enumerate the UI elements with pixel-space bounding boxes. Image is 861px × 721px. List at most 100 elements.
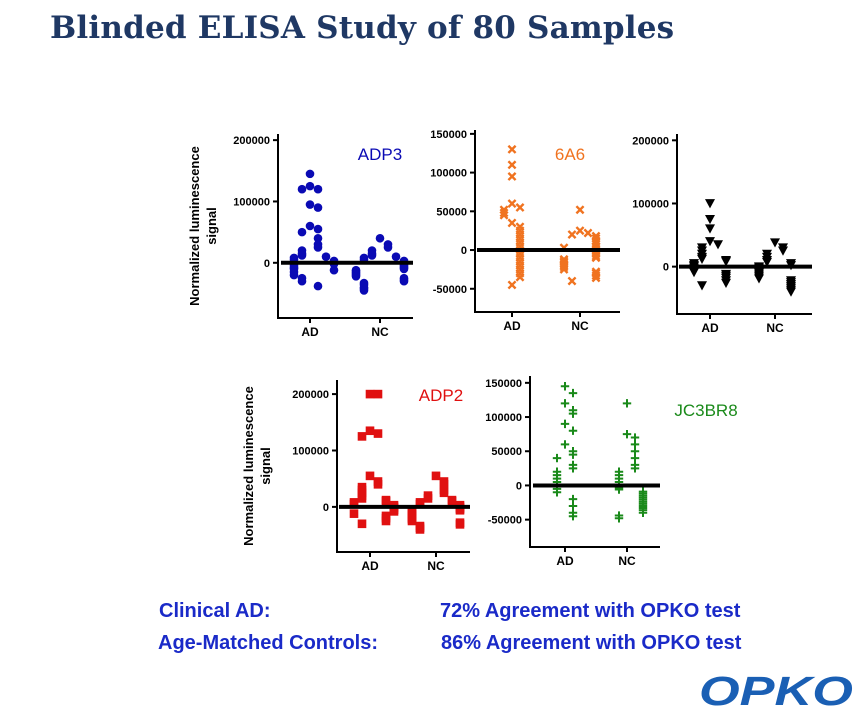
y-axis-title-line1: Normalized luminescence [241, 386, 256, 546]
y-axis-title-1: Normalized luminescence signal [187, 146, 219, 306]
x-tick-label: AD [701, 321, 719, 335]
data-point [439, 488, 449, 498]
data-point [455, 520, 465, 529]
data-point [567, 230, 577, 240]
data-point [313, 281, 323, 291]
data-point [391, 252, 401, 261]
y-tick-label: 200000 [632, 135, 669, 147]
data-point [507, 218, 517, 228]
x-tick-label: NC [371, 325, 389, 339]
plot-title: ADP2 [419, 386, 463, 405]
data-point [297, 227, 307, 237]
data-point [575, 226, 585, 236]
data-point [515, 272, 525, 282]
x-tick-label: NC [571, 319, 589, 333]
data-point [349, 509, 359, 518]
data-point [560, 419, 570, 429]
data-point [560, 399, 570, 408]
data-point [415, 525, 425, 534]
y-tick-label: 150000 [485, 378, 522, 390]
data-point [721, 257, 731, 267]
data-point [297, 251, 307, 260]
y-tick-label: 0 [516, 480, 522, 492]
data-point [591, 273, 601, 283]
data-point [313, 233, 323, 243]
data-point [568, 388, 578, 398]
data-point [713, 240, 723, 250]
data-point [313, 203, 323, 212]
data-point [375, 233, 385, 243]
scatter-plot-2: -50000 0 50000 100000 150000 AD NC 6A6 [430, 129, 620, 333]
y-tick-label: 100000 [292, 445, 329, 457]
y-tick-label: 50000 [491, 446, 522, 458]
y-tick-label: 200000 [233, 135, 270, 147]
data-point [357, 519, 367, 529]
data-point [431, 471, 441, 481]
data-point [423, 494, 433, 503]
y-tick-label: 150000 [430, 129, 467, 141]
y-tick-label: 100000 [233, 196, 270, 208]
data-point [351, 271, 361, 281]
data-point [357, 494, 367, 503]
data-point [439, 480, 449, 489]
scatter-plot-1: 0 100000 200000 AD NC ADP3 [233, 134, 413, 339]
data-point [313, 243, 323, 252]
data-point [778, 246, 788, 256]
data-point [770, 238, 780, 248]
data-point [560, 382, 570, 391]
data-point [373, 429, 383, 438]
data-point [507, 144, 517, 154]
y-tick-label: -50000 [433, 284, 467, 296]
data-point [567, 276, 577, 286]
data-point [697, 281, 707, 291]
data-point [407, 516, 417, 526]
opko-logo-text: OPKO [699, 672, 853, 710]
x-tick-label: AD [301, 325, 319, 339]
scatter-plot-5: -50000 0 50000 100000 150000 AD NC JC3BR8 [485, 376, 738, 568]
scatter-plot-4: 0 100000 200000 AD NC ADP2 [292, 380, 470, 573]
data-point [786, 287, 796, 297]
y-axis-title-line2: signal [258, 447, 273, 485]
x-tick-label: NC [618, 554, 636, 568]
data-point [399, 276, 409, 286]
data-point [313, 184, 323, 194]
data-point [507, 199, 517, 209]
data-point [507, 160, 517, 170]
summary-controls-label: Age-Matched Controls: [158, 632, 378, 654]
x-tick-label: NC [427, 559, 445, 573]
data-point [297, 184, 307, 194]
data-point [365, 389, 375, 399]
plot-title: ADP3 [358, 145, 402, 164]
summary-controls-value: 86% Agreement with OPKO test [441, 632, 742, 654]
y-axis-title-line1: Normalized luminescence [187, 146, 202, 306]
data-point [399, 264, 409, 274]
y-tick-label: 100000 [430, 168, 467, 180]
data-point [507, 172, 517, 181]
data-point [559, 264, 569, 274]
y-tick-label: 100000 [485, 412, 522, 424]
data-point [568, 464, 578, 473]
data-point [552, 488, 562, 497]
data-point [365, 426, 375, 436]
y-axis-title-2: Normalized luminescence signal [241, 386, 273, 546]
data-point [705, 224, 715, 234]
data-point [559, 262, 569, 272]
y-tick-label: 0 [461, 245, 467, 257]
summary-clinical-ad-label: Clinical AD: [159, 600, 271, 622]
data-point [568, 450, 578, 459]
data-point [552, 453, 562, 463]
data-point [622, 429, 632, 439]
data-point [383, 243, 393, 252]
x-tick-label: AD [556, 554, 574, 568]
x-tick-label: AD [361, 559, 379, 573]
data-point [689, 268, 699, 278]
y-tick-label: 0 [264, 258, 270, 270]
data-point [697, 254, 707, 264]
data-point [705, 237, 715, 247]
data-point [754, 274, 764, 284]
plot-title: JC3BR8 [674, 401, 737, 420]
data-point [614, 514, 624, 523]
data-point [313, 224, 323, 234]
data-point [447, 496, 457, 506]
